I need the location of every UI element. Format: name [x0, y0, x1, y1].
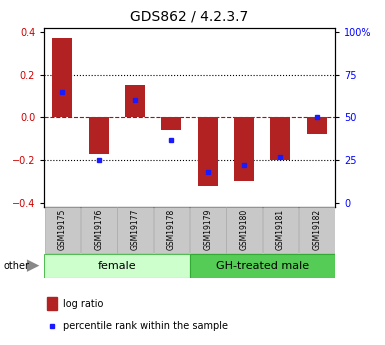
- Text: GSM19182: GSM19182: [312, 209, 321, 250]
- Text: log ratio: log ratio: [63, 299, 104, 308]
- Bar: [270, 117, 290, 160]
- Text: GSM19176: GSM19176: [94, 209, 103, 250]
- Bar: [47, 297, 57, 310]
- Bar: [44, 254, 190, 278]
- Bar: [234, 117, 254, 181]
- Bar: [198, 117, 218, 186]
- Bar: [190, 254, 335, 278]
- Text: percentile rank within the sample: percentile rank within the sample: [63, 321, 228, 331]
- Text: GSM19177: GSM19177: [131, 209, 140, 250]
- Text: female: female: [98, 261, 136, 270]
- Text: GSM19175: GSM19175: [58, 209, 67, 250]
- Bar: [81, 207, 117, 253]
- Title: GDS862 / 4.2.3.7: GDS862 / 4.2.3.7: [131, 10, 249, 24]
- Bar: [263, 207, 298, 253]
- Text: other: other: [4, 261, 30, 270]
- Bar: [226, 207, 262, 253]
- Bar: [52, 38, 72, 117]
- Bar: [154, 207, 189, 253]
- Text: GH-treated male: GH-treated male: [216, 261, 309, 270]
- Bar: [161, 117, 181, 130]
- Bar: [299, 207, 335, 253]
- Bar: [89, 117, 109, 154]
- Text: GSM19178: GSM19178: [167, 209, 176, 250]
- Text: GSM19179: GSM19179: [203, 209, 212, 250]
- Polygon shape: [27, 259, 39, 272]
- Text: GSM19180: GSM19180: [239, 209, 249, 250]
- Bar: [117, 207, 153, 253]
- Bar: [45, 207, 80, 253]
- Text: GSM19181: GSM19181: [276, 209, 285, 250]
- Bar: [190, 207, 226, 253]
- Bar: [307, 117, 327, 135]
- Bar: [125, 85, 145, 117]
